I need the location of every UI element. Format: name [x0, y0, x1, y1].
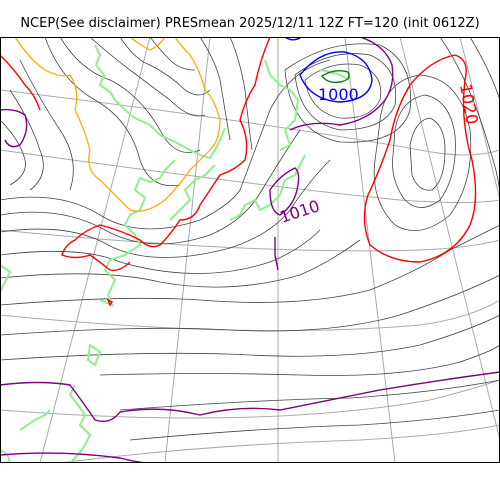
- label-1010: 1010: [277, 196, 322, 227]
- pressure-map: 1000 1010 1020: [0, 37, 500, 463]
- label-1000: 1000: [318, 85, 359, 104]
- coastlines: [0, 44, 351, 463]
- label-1020: 1020: [456, 82, 482, 125]
- contour-orange: [14, 37, 221, 212]
- contour-1012: [0, 37, 477, 307]
- contour-996: [320, 69, 350, 84]
- contour-1000: [299, 51, 373, 103]
- isobars: [0, 37, 500, 441]
- map-title: NCEP(See disclaimer) PRESmean 2025/12/11…: [20, 16, 480, 31]
- graticule: [0, 37, 500, 463]
